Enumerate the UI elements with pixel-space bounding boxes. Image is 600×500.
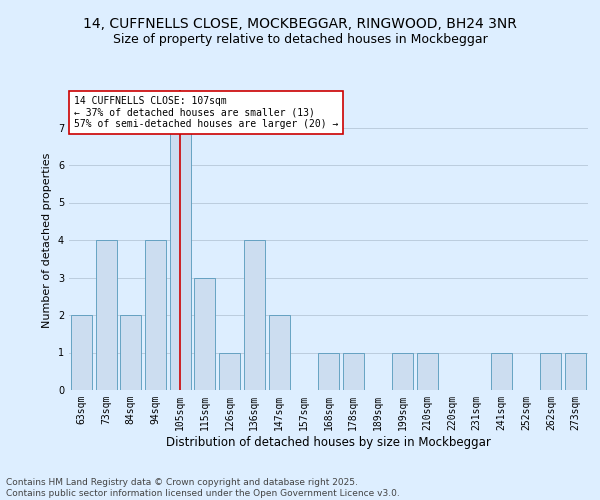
Bar bbox=[145, 240, 166, 390]
Bar bbox=[170, 128, 191, 390]
Bar bbox=[343, 352, 364, 390]
Text: Contains HM Land Registry data © Crown copyright and database right 2025.
Contai: Contains HM Land Registry data © Crown c… bbox=[6, 478, 400, 498]
Bar bbox=[219, 352, 240, 390]
Text: Size of property relative to detached houses in Mockbeggar: Size of property relative to detached ho… bbox=[113, 32, 487, 46]
Bar bbox=[194, 278, 215, 390]
Bar bbox=[71, 315, 92, 390]
Bar bbox=[269, 315, 290, 390]
Bar bbox=[491, 352, 512, 390]
X-axis label: Distribution of detached houses by size in Mockbeggar: Distribution of detached houses by size … bbox=[166, 436, 491, 448]
Bar bbox=[244, 240, 265, 390]
Bar bbox=[565, 352, 586, 390]
Bar bbox=[95, 240, 116, 390]
Text: 14 CUFFNELLS CLOSE: 107sqm
← 37% of detached houses are smaller (13)
57% of semi: 14 CUFFNELLS CLOSE: 107sqm ← 37% of deta… bbox=[74, 96, 338, 129]
Bar bbox=[120, 315, 141, 390]
Bar bbox=[318, 352, 339, 390]
Bar bbox=[392, 352, 413, 390]
Bar bbox=[541, 352, 562, 390]
Text: 14, CUFFNELLS CLOSE, MOCKBEGGAR, RINGWOOD, BH24 3NR: 14, CUFFNELLS CLOSE, MOCKBEGGAR, RINGWOO… bbox=[83, 18, 517, 32]
Bar bbox=[417, 352, 438, 390]
Y-axis label: Number of detached properties: Number of detached properties bbox=[43, 152, 52, 328]
